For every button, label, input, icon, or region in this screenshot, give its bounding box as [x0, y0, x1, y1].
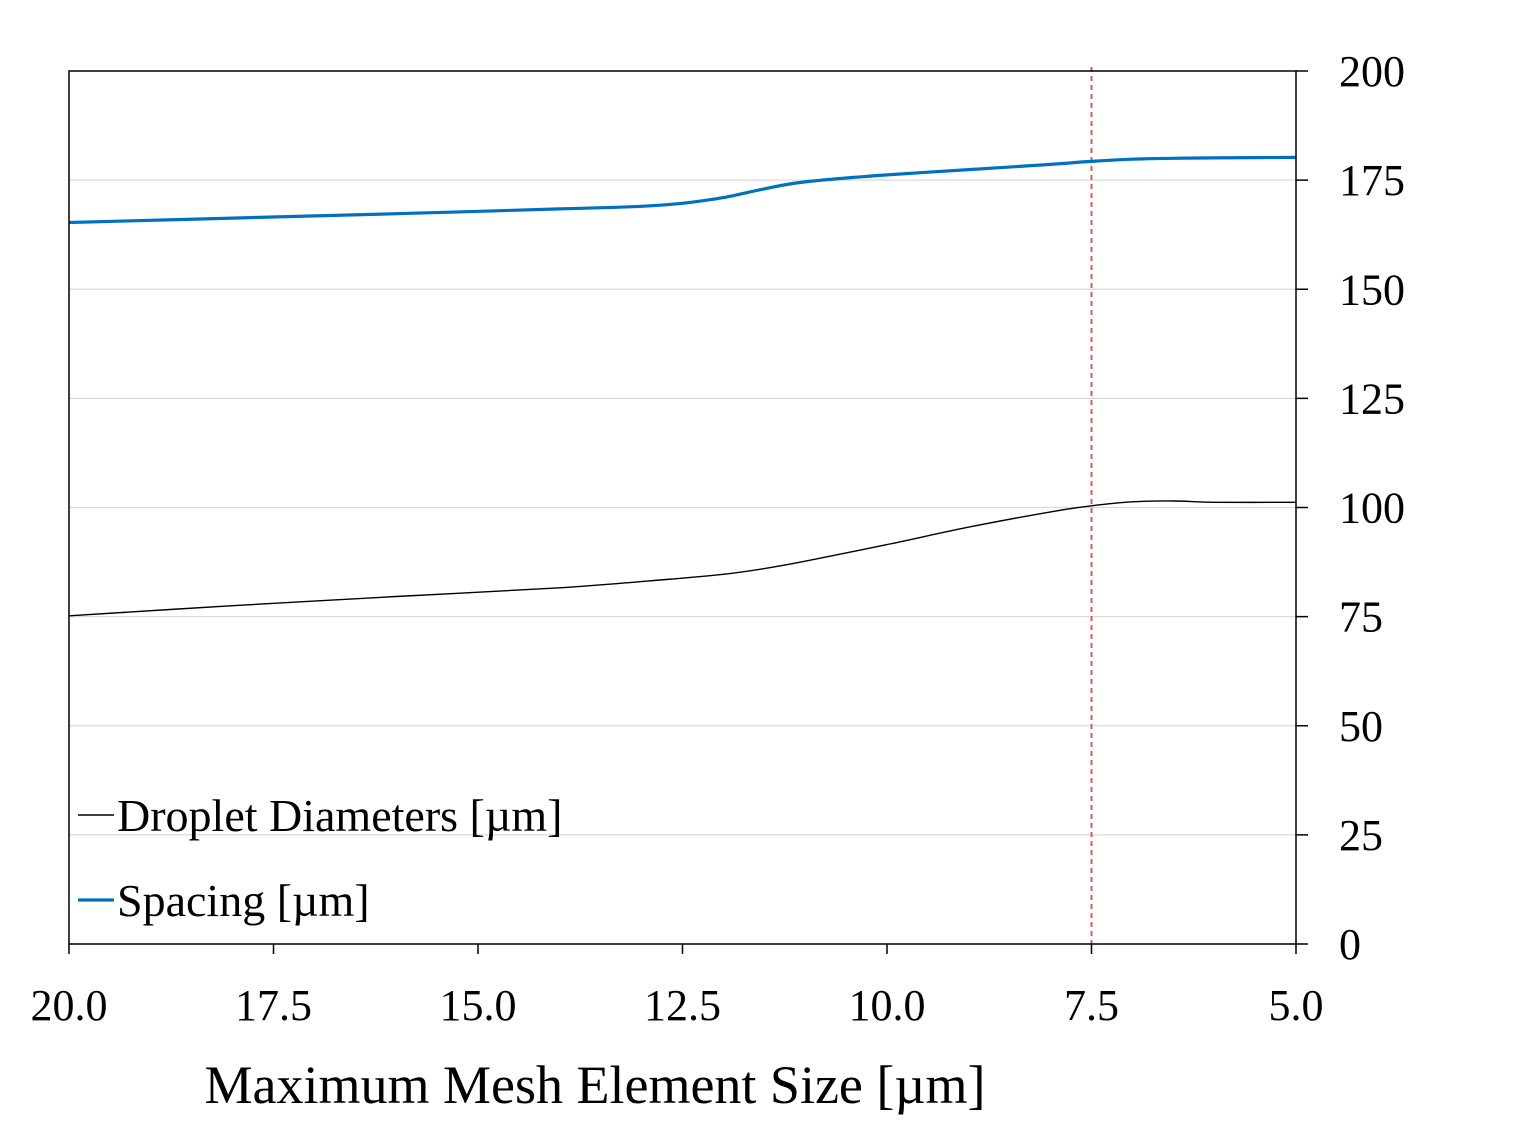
y-tick-label: 150 [1339, 265, 1405, 314]
x-axis-ticks: 20.0 17.5 15.0 12.5 10.0 7.5 5.0 [31, 944, 1324, 1030]
y-tick-label: 175 [1339, 156, 1405, 205]
x-tick-label: 17.5 [235, 981, 312, 1030]
x-tick-label: 12.5 [644, 981, 721, 1030]
x-tick-label: 5.0 [1269, 981, 1324, 1030]
y-tick-label: 50 [1339, 702, 1383, 751]
y-axis-ticks: 0 25 50 75 100 125 150 175 200 [1296, 47, 1405, 969]
series-line-droplet-diameters [68, 500, 1297, 617]
series-lines [68, 155, 1297, 617]
x-tick-label: 20.0 [31, 981, 108, 1030]
x-tick-label: 10.0 [849, 981, 926, 1030]
y-tick-label: 100 [1339, 484, 1405, 533]
y-tick-label: 125 [1339, 374, 1405, 423]
grid-lines [69, 179, 1296, 836]
x-axis-title: Maximum Mesh Element Size [µm] [205, 1055, 986, 1115]
legend-label: Spacing [µm] [117, 875, 370, 926]
y-tick-label: 0 [1339, 920, 1361, 969]
legend: Droplet Diameters [µm] Spacing [µm] [78, 790, 562, 926]
series-line-spacing [68, 155, 1297, 225]
y-tick-label: 75 [1339, 593, 1383, 642]
x-tick-label: 15.0 [440, 981, 517, 1030]
y-tick-label: 25 [1339, 811, 1383, 860]
x-tick-label: 7.5 [1064, 981, 1119, 1030]
legend-label: Droplet Diameters [µm] [117, 790, 562, 841]
y-tick-label: 200 [1339, 47, 1405, 96]
